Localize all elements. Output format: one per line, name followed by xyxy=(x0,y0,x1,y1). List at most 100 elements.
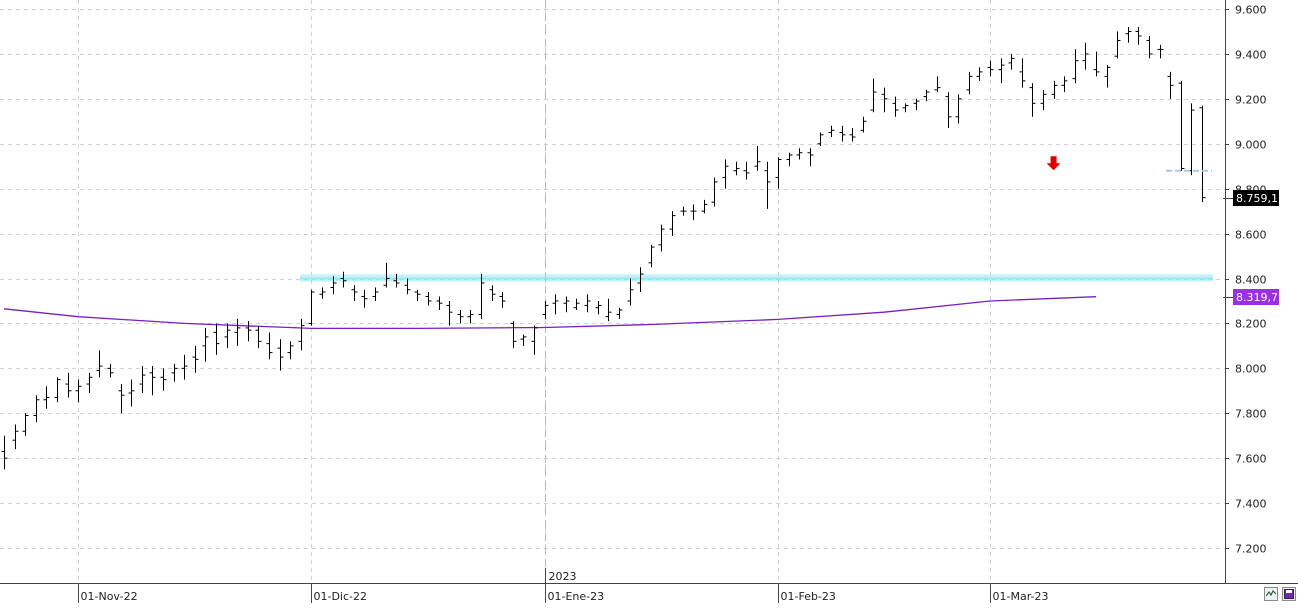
ohlc-bar xyxy=(404,278,411,295)
ohlc-bar xyxy=(393,274,400,288)
ohlc-bar xyxy=(563,296,570,313)
ohlc-bar xyxy=(467,309,474,324)
x-tick-label: 01-Feb-23 xyxy=(781,590,836,603)
ohlc-bar xyxy=(807,148,814,167)
ohlc-bar xyxy=(224,323,231,349)
ohlc-bar xyxy=(680,206,687,216)
ohlc-bar xyxy=(1199,105,1206,203)
moving-average xyxy=(3,296,1097,330)
ohlc-bar xyxy=(1040,89,1047,111)
ohlc-bar xyxy=(1019,58,1026,88)
price-label-bg xyxy=(1233,190,1279,206)
ohlc-bar xyxy=(1104,65,1111,88)
ohlc-bar xyxy=(892,96,899,117)
ohlc-bar xyxy=(796,148,803,160)
y-tick-label: 9.000 xyxy=(1235,139,1267,152)
x-tick-label: 01-Nov-22 xyxy=(81,590,138,603)
ohlc-bar xyxy=(934,76,941,93)
y-tick-label: 8.600 xyxy=(1235,229,1267,242)
sell-arrow-icon xyxy=(1046,156,1061,171)
ohlc-bar xyxy=(86,372,93,394)
ohlc-bar xyxy=(966,71,973,95)
ohlc-bar xyxy=(43,386,50,409)
y-tick-label: 8.400 xyxy=(1235,274,1267,287)
ohlc-bar xyxy=(287,341,294,360)
ohlc-bar xyxy=(245,321,252,342)
ohlc-bar xyxy=(531,325,538,355)
ohlc-bar xyxy=(489,285,496,301)
ohlc-bar xyxy=(870,78,877,113)
ohlc-bar xyxy=(1061,76,1068,93)
ohlc-bar xyxy=(266,332,273,360)
ohlc-bar xyxy=(457,309,464,324)
y-tick-label: 7.200 xyxy=(1235,543,1267,556)
moving-average-line xyxy=(3,296,1097,330)
ohlc-bar xyxy=(383,262,390,288)
ohlc-bar xyxy=(107,363,114,378)
ohlc-bar xyxy=(1178,80,1185,171)
ohlc-bar xyxy=(372,287,379,301)
year-label: 2023 xyxy=(549,570,577,583)
save-button[interactable] xyxy=(1282,587,1296,601)
ohlc-bar xyxy=(446,300,453,326)
ohlc-bar xyxy=(128,379,135,407)
ohlc-bar xyxy=(1072,49,1079,84)
ohlc-bar xyxy=(65,372,72,398)
ma-label-bg xyxy=(1233,289,1279,305)
ohlc-bar xyxy=(733,161,740,176)
ohlc-bar xyxy=(711,177,718,207)
ohlc-bar xyxy=(22,413,29,436)
x-tick-label: 01-Dic-22 xyxy=(314,590,368,603)
y-tick-label: 8.200 xyxy=(1235,318,1267,331)
ohlc-bar xyxy=(118,384,125,414)
y-tick-label: 9.400 xyxy=(1235,49,1267,62)
ohlc-bar xyxy=(743,161,750,180)
ohlc-bar xyxy=(181,354,188,380)
floppy-disk-icon xyxy=(1284,589,1294,599)
ohlc-bar xyxy=(552,294,559,315)
ohlc-bar xyxy=(308,289,315,326)
ohlc-bar xyxy=(860,116,867,133)
ohlc-bar xyxy=(605,298,612,322)
ohlc-bar xyxy=(319,287,326,299)
y-tick-label: 9.600 xyxy=(1235,4,1267,17)
ohlc-bar xyxy=(775,157,782,189)
ohlc-bar xyxy=(839,125,846,142)
ohlc-bar xyxy=(923,89,930,102)
ohlc-bar xyxy=(340,271,347,288)
ohlc-bar xyxy=(690,204,697,221)
ohlc-bar xyxy=(75,379,82,403)
ohlc-bar xyxy=(361,289,368,308)
ohlc-bar xyxy=(1125,26,1132,43)
chart-type-button[interactable] xyxy=(1264,587,1278,601)
moving-average-label: 8.319,7 xyxy=(1236,291,1278,304)
ohlc-bar xyxy=(499,291,506,308)
ohlc-bar xyxy=(149,366,156,396)
ohlc-bar xyxy=(1082,42,1089,70)
ohlc-bar xyxy=(1135,26,1142,45)
y-tick-label: 7.600 xyxy=(1235,453,1267,466)
ohlc-bar xyxy=(234,318,241,346)
ohlc-bar xyxy=(976,67,983,81)
ohlc-bar xyxy=(913,98,920,111)
ohlc-bar xyxy=(96,350,103,378)
ohlc-bar xyxy=(1051,80,1058,99)
ohlc-bar xyxy=(436,296,443,310)
ohlc-bar xyxy=(1,435,8,470)
ohlc-bar xyxy=(764,161,771,209)
ohlc-bar xyxy=(542,300,549,319)
ohlc-bar xyxy=(648,244,655,268)
ohlc-bar xyxy=(520,334,527,346)
ohlc-bar xyxy=(616,307,623,319)
ohlc-bar xyxy=(213,323,220,355)
value-labels: 8.759,1 8.319,7 xyxy=(1223,190,1279,305)
ohlc-bar xyxy=(849,128,856,142)
ohlc-bar xyxy=(1029,83,1036,117)
ohlc-bar xyxy=(902,103,909,113)
y-tick-label: 7.400 xyxy=(1235,498,1267,511)
ohlc-bar xyxy=(330,276,337,295)
y-tick-label: 9.200 xyxy=(1235,94,1267,107)
ohlc-bar xyxy=(54,377,61,403)
ohlc-bar xyxy=(722,159,729,189)
